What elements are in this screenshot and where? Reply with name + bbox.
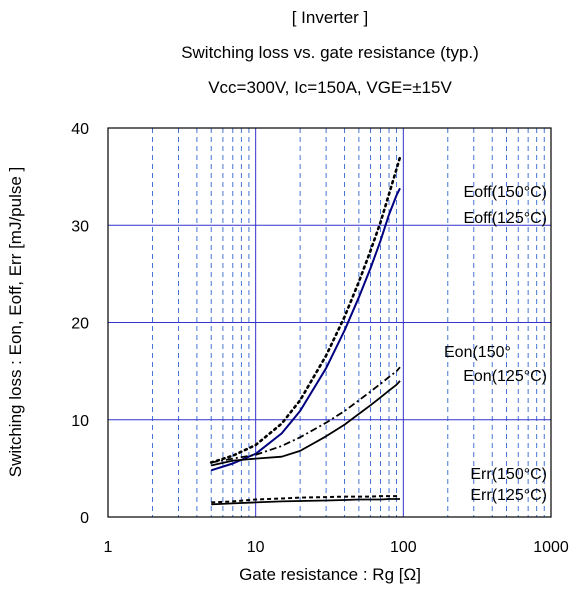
label-eoff-150: Eoff(150°C) [464,184,547,201]
series-line-3 [211,380,401,467]
x-axis-label: Gate resistance : Rg [Ω] [239,565,421,584]
label-err-125: Err(125°C) [470,487,547,504]
plot-frame [107,127,552,518]
series-line-1 [210,187,401,472]
series-line-4 [211,495,400,504]
series-lines [209,155,402,506]
label-eon-125: Eon(125°C) [463,368,547,385]
series-line-0 [209,155,402,464]
series-line-5 [211,498,400,506]
y-tick-label: 20 [71,316,89,333]
x-tick-label: 1000 [533,539,569,556]
y-tick-label: 10 [71,413,89,430]
label-eoff-125: Eoff(125°C) [464,210,547,227]
y-tick-label: 30 [71,218,89,235]
x-tick-label: 100 [390,539,417,556]
x-tick-label: 1 [104,539,113,556]
chart-title: [ Inverter ] [292,8,369,27]
y-tick-label: 0 [80,510,89,527]
tick-labels: 1 10 100 1000 0 10 20 30 40 [71,121,569,556]
x-tick-label: 10 [247,539,265,556]
chart-subtitle: Switching loss vs. gate resistance (typ.… [181,43,479,62]
label-eon-150: Eon(150° [444,344,511,361]
y-axis-label: Switching loss : Eon, Eoff, Err [mJ/puls… [6,167,25,478]
chart-conditions: Vcc=300V, Ic=150A, VGE=±15V [208,78,452,97]
y-tick-label: 40 [71,121,89,138]
label-err-150: Err(150°C) [470,466,547,483]
series-line-2 [211,366,401,464]
